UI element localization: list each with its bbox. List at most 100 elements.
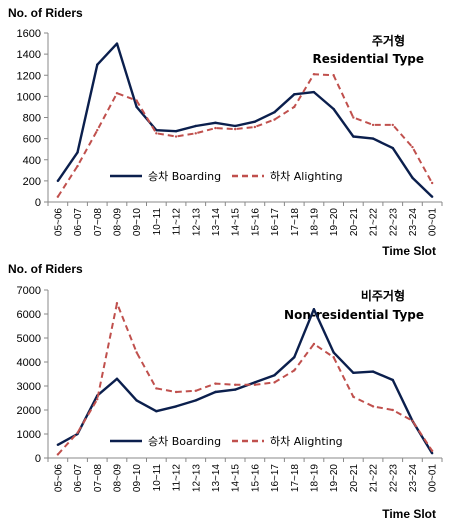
- x-tick-label: 09~10: [132, 464, 143, 493]
- data-point-boarding: [293, 93, 296, 96]
- data-point-boarding: [174, 130, 178, 133]
- x-tick-label: 00~01: [428, 208, 439, 237]
- x-tick-label: 12~13: [191, 208, 202, 237]
- x-tick-label: 23~24: [408, 208, 419, 237]
- data-point-alighting: [430, 181, 434, 185]
- y-tick-label: 5000: [17, 333, 41, 345]
- x-tick-label: 18~19: [309, 208, 320, 237]
- data-point-alighting: [352, 395, 355, 398]
- data-point-boarding: [135, 399, 138, 402]
- data-point-alighting: [391, 123, 394, 127]
- x-tick-label: 10~11: [152, 208, 163, 236]
- x-tick-label: 15~16: [250, 464, 261, 493]
- data-point-alighting: [233, 127, 237, 131]
- x-tick-label: 05~06: [53, 208, 64, 237]
- x-tick-label: 22~23: [388, 464, 399, 493]
- data-point-alighting: [174, 390, 178, 394]
- data-point-alighting: [155, 387, 158, 390]
- y-tick-label: 4000: [17, 357, 41, 369]
- y-tick-label: 800: [23, 113, 41, 125]
- data-point-alighting: [155, 132, 158, 135]
- data-point-boarding: [194, 124, 197, 128]
- data-point-boarding: [233, 388, 237, 391]
- y-tick-label: 7000: [17, 285, 41, 297]
- data-point-alighting: [76, 164, 79, 168]
- x-tick-label: 06~07: [73, 208, 84, 237]
- data-point-alighting: [371, 123, 375, 127]
- x-tick-label: 19~20: [329, 464, 340, 493]
- data-point-boarding: [391, 146, 394, 150]
- x-tick-label: 16~17: [270, 208, 281, 237]
- data-point-alighting: [56, 453, 60, 456]
- y-tick-label: 200: [23, 176, 41, 188]
- data-point-alighting: [96, 128, 99, 132]
- x-tick-label: 17~18: [290, 464, 301, 493]
- data-point-boarding: [253, 381, 257, 384]
- legend-label-alighting: 하차 Alighting: [270, 169, 343, 183]
- data-point-boarding: [352, 371, 355, 374]
- chart-title-korean: 주거형: [372, 33, 405, 48]
- x-tick-label: 12~13: [191, 464, 202, 493]
- data-point-alighting: [332, 356, 335, 359]
- data-point-alighting: [273, 381, 276, 384]
- y-tick-label: 0: [35, 197, 41, 209]
- data-point-alighting: [332, 74, 335, 77]
- data-point-alighting: [194, 132, 197, 135]
- data-point-boarding: [332, 351, 335, 354]
- y-tick-label: 2000: [17, 405, 41, 417]
- data-point-boarding: [253, 120, 257, 123]
- data-point-alighting: [371, 405, 375, 408]
- data-point-alighting: [214, 382, 217, 385]
- chart-title-english: Non-residential Type: [284, 308, 424, 322]
- series-line-alighting: [57, 73, 433, 198]
- data-point-boarding: [56, 443, 60, 446]
- data-point-boarding: [273, 111, 276, 114]
- data-point-alighting: [430, 449, 434, 452]
- data-point-boarding: [115, 42, 119, 45]
- y-tick-label: 1000: [17, 429, 41, 441]
- y-tick-label: 1200: [17, 70, 41, 82]
- legend-label-boarding: 승차 Boarding: [148, 170, 221, 183]
- x-tick-label: 13~14: [211, 464, 222, 493]
- x-tick-label: 19~20: [329, 208, 340, 237]
- y-tick-label: 600: [23, 134, 41, 146]
- data-point-boarding: [371, 137, 375, 140]
- x-tick-label: 17~18: [290, 208, 301, 237]
- data-point-alighting: [352, 116, 355, 119]
- data-point-alighting: [411, 145, 414, 149]
- data-point-alighting: [76, 431, 79, 434]
- x-tick-label: 06~07: [73, 464, 84, 493]
- data-point-alighting: [135, 351, 138, 354]
- data-point-boarding: [352, 135, 355, 138]
- x-tick-label: 07~08: [93, 208, 104, 237]
- data-point-alighting: [214, 126, 217, 130]
- data-point-alighting: [233, 383, 237, 386]
- data-point-boarding: [194, 399, 197, 402]
- x-tick-label: 23~24: [408, 464, 419, 493]
- y-tick-label: 1600: [17, 28, 41, 40]
- x-tick-label: 14~15: [231, 208, 242, 237]
- data-point-boarding: [135, 105, 138, 109]
- data-point-boarding: [214, 390, 217, 394]
- x-tick-label: 20~21: [349, 464, 360, 493]
- data-point-alighting: [273, 118, 276, 121]
- legend-label-alighting: 하차 Alighting: [270, 434, 343, 448]
- x-tick-label: 16~17: [270, 464, 281, 493]
- chart-title-korean: 비주거형: [361, 288, 405, 303]
- data-point-boarding: [56, 179, 60, 183]
- data-point-alighting: [312, 342, 316, 346]
- data-point-boarding: [371, 370, 375, 373]
- data-point-boarding: [233, 124, 237, 128]
- data-point-boarding: [76, 151, 79, 154]
- x-tick-label: 21~22: [369, 464, 380, 493]
- x-tick-label: 21~22: [369, 208, 380, 237]
- data-point-boarding: [174, 405, 178, 408]
- data-point-alighting: [253, 125, 257, 129]
- y-tick-label: 1000: [17, 91, 41, 103]
- x-tick-label: 08~09: [112, 464, 123, 493]
- data-point-boarding: [96, 63, 99, 66]
- y-axis-label: No. of Riders: [8, 262, 83, 276]
- y-tick-label: 0: [35, 453, 41, 465]
- data-point-boarding: [273, 374, 276, 377]
